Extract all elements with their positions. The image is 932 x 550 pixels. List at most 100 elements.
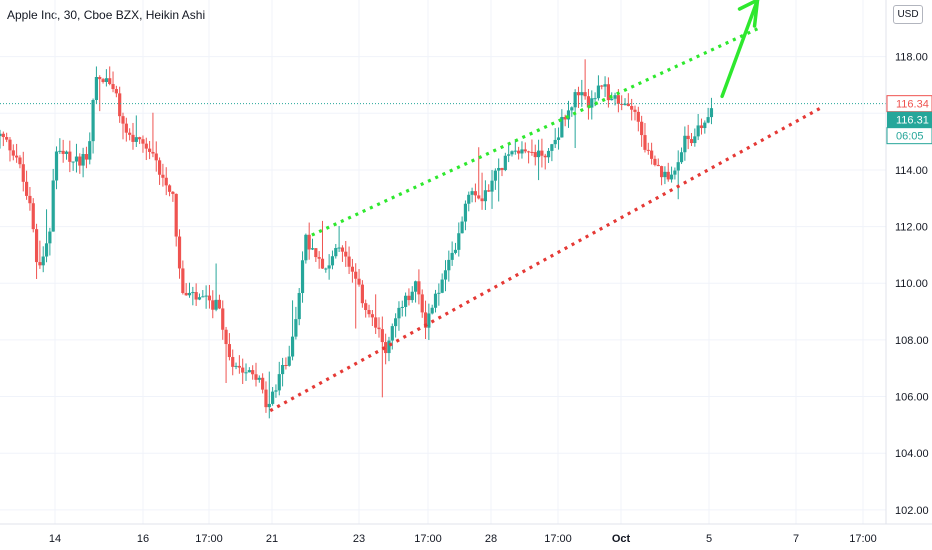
candle-body	[221, 308, 225, 330]
candle-body	[643, 135, 647, 150]
candle-body	[583, 92, 587, 97]
candle-body	[287, 356, 291, 366]
candle-body	[463, 203, 468, 222]
arrow-shaft	[720, 0, 760, 99]
candle-body	[703, 122, 707, 129]
candle-body	[659, 166, 664, 178]
arrow-head	[737, 0, 760, 28]
candle-body	[38, 262, 42, 266]
candle-body	[207, 295, 212, 301]
price-tags: 116.34 116.31 06:05	[886, 95, 932, 145]
y-tick-label: 112.00	[895, 222, 928, 234]
candle-body	[483, 190, 487, 202]
candle-body	[0, 133, 2, 136]
candle-body	[98, 76, 102, 80]
candle-body	[590, 98, 594, 108]
candle-body	[603, 84, 607, 87]
candle-body	[500, 167, 504, 171]
candle-body	[696, 125, 700, 137]
candle-body	[377, 327, 381, 330]
candle-body	[277, 374, 281, 391]
candle-body	[423, 312, 428, 328]
candle-body	[164, 177, 168, 186]
candle-body	[596, 85, 601, 99]
candle-body	[84, 154, 89, 160]
candle-body	[447, 259, 451, 271]
x-tick-label: Oct	[612, 533, 631, 545]
candle-body	[653, 158, 657, 165]
candle-body	[384, 342, 388, 354]
candle-body	[709, 108, 714, 118]
annotations-group	[269, 0, 823, 413]
x-tick-label: 17:00	[414, 533, 442, 545]
candle-body	[507, 154, 511, 156]
candle-body	[320, 258, 325, 269]
candle-body	[530, 151, 534, 153]
candle-body	[177, 236, 182, 269]
candle-body	[689, 139, 694, 144]
y-tick-label: 108.00	[895, 335, 929, 347]
candle-body	[74, 156, 79, 162]
candle-body	[410, 291, 414, 301]
candle-body	[217, 299, 222, 309]
candle-body	[543, 155, 547, 158]
candle-body	[686, 135, 690, 140]
candle-body	[523, 149, 527, 152]
last-price-tag: 116.34	[886, 95, 932, 113]
candle-body	[354, 271, 358, 279]
candle-body	[214, 299, 218, 310]
candle-body	[433, 293, 438, 308]
candle-body	[550, 144, 554, 151]
y-tick-label: 104.00	[895, 448, 929, 460]
candle-body	[556, 137, 561, 140]
candle-body	[204, 295, 208, 297]
resistance-trend-line	[311, 26, 760, 237]
candle-body	[138, 137, 142, 140]
candle-body	[267, 403, 271, 408]
candle-body	[327, 265, 331, 269]
candle-body	[693, 136, 697, 144]
candle-body	[650, 150, 654, 159]
y-tick-label: 114.00	[895, 165, 928, 177]
chart-title: Apple Inc, 30, Cboe BZX, Heikin Ashi	[7, 8, 206, 22]
candle-body	[477, 195, 481, 199]
candle-body	[570, 107, 574, 111]
candle-body	[679, 152, 684, 163]
candle-body	[128, 132, 132, 135]
candle-body	[181, 268, 185, 293]
candle-body	[151, 151, 155, 154]
candle-body	[94, 76, 99, 101]
candle-body	[646, 149, 650, 151]
candle-body	[457, 233, 461, 250]
candle-body	[663, 171, 667, 178]
candle-body	[101, 79, 105, 82]
candle-body	[413, 281, 418, 292]
candle-body	[124, 123, 128, 133]
candle-body	[536, 150, 541, 158]
candle-body	[300, 260, 305, 294]
candle-body	[247, 370, 251, 373]
candle-body	[148, 148, 152, 152]
candle-body	[154, 153, 158, 161]
candle-body	[673, 170, 677, 175]
candle-body	[613, 95, 617, 99]
candle-body	[334, 248, 338, 257]
candle-body	[294, 319, 298, 337]
candle-body	[297, 293, 301, 320]
candle-body	[111, 84, 115, 90]
candle-body	[21, 164, 25, 182]
candle-body	[593, 98, 597, 100]
candle-body	[493, 170, 497, 181]
candle-body	[576, 92, 581, 96]
candle-body	[251, 370, 255, 375]
x-tick-label: 17:00	[849, 533, 877, 545]
svg-text:06:05: 06:05	[896, 131, 924, 143]
candle-body	[167, 185, 172, 192]
candle-body	[487, 190, 491, 192]
candle-body	[706, 117, 710, 123]
currency-button[interactable]: USD	[893, 5, 923, 24]
candle-body	[460, 221, 464, 234]
candle-body	[54, 151, 59, 181]
x-tick-label: 23	[353, 533, 365, 545]
